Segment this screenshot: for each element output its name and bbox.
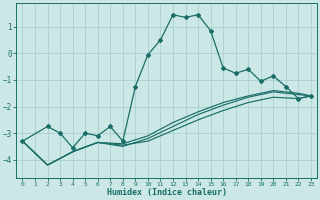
- X-axis label: Humidex (Indice chaleur): Humidex (Indice chaleur): [107, 188, 227, 197]
